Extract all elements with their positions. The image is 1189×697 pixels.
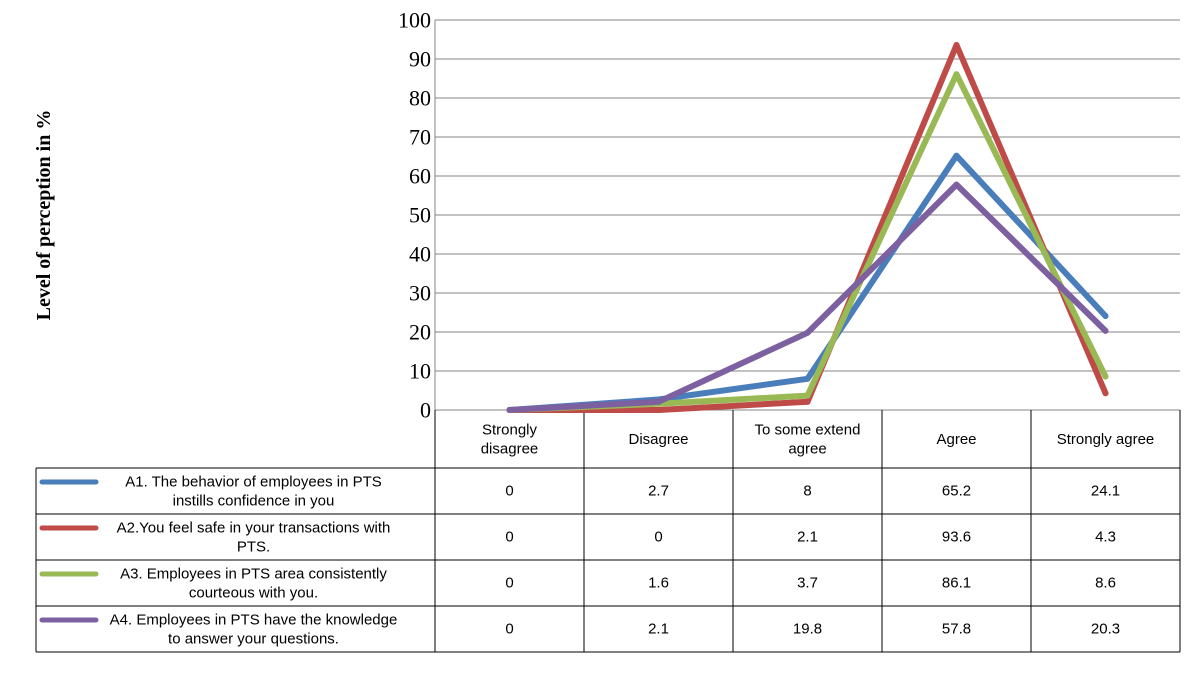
- table-cell-value: 0: [505, 575, 513, 592]
- y-tick-label: 40: [409, 242, 431, 267]
- table-cell-value: 86.1: [942, 575, 971, 592]
- data-point: [953, 41, 960, 48]
- table-cell-value: 8: [803, 483, 811, 500]
- series-name-label: A3. Employees in PTS area consistently co…: [120, 565, 387, 601]
- x-category-label: Agree: [936, 431, 976, 448]
- table-cell-value: 2.7: [648, 483, 669, 500]
- y-tick-label: 80: [409, 86, 431, 111]
- data-point: [953, 181, 960, 188]
- x-category-label: Disagree: [628, 431, 688, 448]
- data-point: [1102, 373, 1109, 380]
- y-axis-ticks: 0 10 20 30 40 50 60 70 80 90 100: [398, 8, 431, 423]
- table-cell-value: 0: [505, 621, 513, 638]
- series-name-label: A4. Employees in PTS have the knowledge t…: [110, 611, 398, 647]
- table-cell-value: 57.8: [942, 621, 971, 638]
- data-table: Strongly disagree Disagree To some extend ag…: [35, 410, 1181, 653]
- data-point: [655, 407, 662, 413]
- data-point: [1102, 313, 1109, 320]
- y-tick-label: 20: [409, 320, 431, 345]
- data-point: [655, 398, 662, 405]
- data-point: [804, 392, 811, 399]
- data-point: [506, 407, 513, 413]
- table-cell-value: 4.3: [1095, 529, 1116, 546]
- table-cell-value: 0: [505, 529, 513, 546]
- table-cell-value: 24.1: [1091, 483, 1120, 500]
- series-lines: [506, 41, 1109, 413]
- table-cell-value: 0: [505, 483, 513, 500]
- data-point: [1102, 327, 1109, 334]
- series-name-label: A2.You feel safe in your transactions wi…: [117, 519, 391, 555]
- y-tick-label: 10: [409, 359, 431, 384]
- y-tick-label: 60: [409, 164, 431, 189]
- data-point: [953, 152, 960, 159]
- x-category-label: Strongly agree: [1057, 431, 1155, 448]
- y-tick-label: 30: [409, 281, 431, 306]
- x-category-label: Strongly disagree: [481, 421, 539, 457]
- table-cell-value: 19.8: [793, 621, 822, 638]
- gridlines: [434, 19, 1180, 411]
- table-cell-value: 20.3: [1091, 621, 1120, 638]
- table-cell-value: 0: [654, 529, 662, 546]
- table-cell-value: 93.6: [942, 529, 971, 546]
- table-cell-value: 2.1: [797, 529, 818, 546]
- table-cell-value: 1.6: [648, 575, 669, 592]
- y-tick-label: 70: [409, 125, 431, 150]
- data-point: [804, 375, 811, 382]
- data-point: [1102, 390, 1109, 397]
- y-tick-label: 0: [420, 398, 431, 423]
- table-cell-value: 8.6: [1095, 575, 1116, 592]
- x-category-label: To some extend agree: [755, 421, 861, 457]
- data-point: [804, 329, 811, 336]
- y-axis-label: Level of perception in %: [33, 110, 55, 321]
- y-tick-label: 50: [409, 203, 431, 228]
- data-point: [804, 398, 811, 405]
- table-cell-value: 3.7: [797, 575, 818, 592]
- series-line: [506, 42, 1109, 413]
- y-tick-label: 100: [398, 8, 431, 33]
- y-tick-label: 90: [409, 47, 431, 72]
- table-cell-value: 2.1: [648, 621, 669, 638]
- table-cell-value: 65.2: [942, 483, 971, 500]
- data-point: [953, 71, 960, 78]
- series-name-label: A1. The behavior of employees in PTS inst…: [125, 473, 382, 509]
